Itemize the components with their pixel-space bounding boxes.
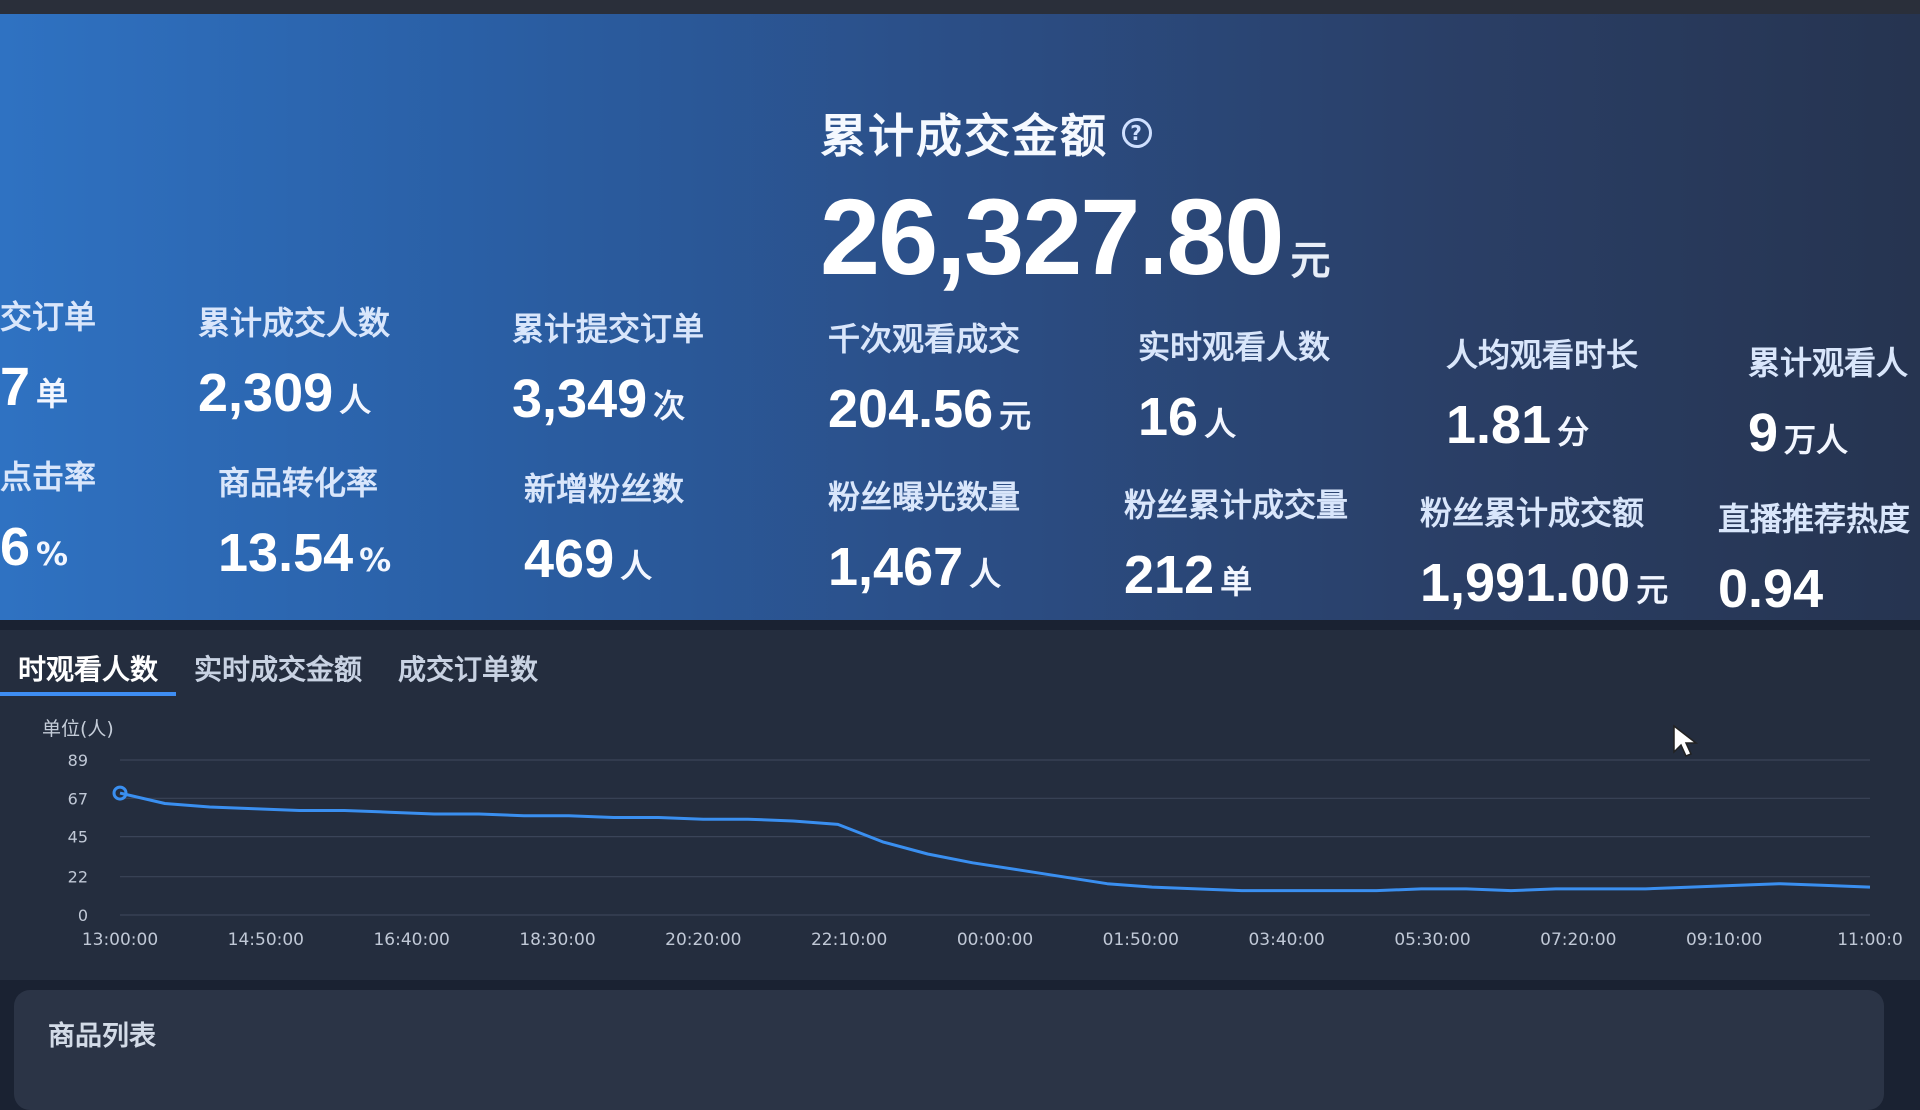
x-tick-label: 13:00:00 [82,930,158,950]
total-gmv-unit: 元 [1290,238,1331,284]
metric-label: 直播推荐热度 [1718,500,1911,538]
tab-live-viewers[interactable]: 时观看人数 [0,640,177,696]
metric-value: 1.81 [1446,395,1552,455]
metric-recommend-heat: 直播推荐热度 0.94 [1718,494,1920,620]
metric-total-viewers: 累计观看人 9 万人 [1748,338,1920,464]
metric-label: 千次观看成交 [828,320,1021,358]
y-tick-label: 67 [68,789,88,808]
x-tick-label: 22:10:00 [811,930,887,950]
metric-value: 0.94 [1718,559,1824,619]
x-tick-label: 00:00:00 [957,930,1033,950]
metric-value: 2,309 [198,363,334,423]
metric-unit: 万人 [1784,421,1849,459]
y-tick-label: 0 [78,906,88,925]
metric-label: 累计观看人 [1748,344,1909,382]
help-icon[interactable]: ? [1122,118,1152,148]
x-tick-label: 07:20:00 [1540,930,1616,950]
x-tick-label: 14:50:00 [228,930,304,950]
x-tick-label: 05:30:00 [1394,930,1470,950]
metric-new-fans: 新增粉丝数 469 人 [524,464,784,590]
x-tick-label: 01:50:00 [1103,930,1179,950]
series-start-point [112,785,128,801]
product-list-title: 商品列表 [48,1021,156,1052]
total-gmv-label: 累计成交金额 [820,109,1108,163]
metric-label: 粉丝曝光数量 [828,478,1021,516]
metric-value: 469 [524,529,615,589]
metric-label: 累计成交人数 [198,304,391,342]
metric-conversion-rate: 商品转化率 13.54% [218,458,478,584]
metric-unit: 人 [1204,405,1237,443]
y-tick-label: 89 [68,751,88,770]
metric-unit: 人 [969,555,1002,593]
metric-label: 商品转化率 [218,464,379,502]
metric-value: 16 [1138,387,1199,447]
metric-unit: 单 [36,375,69,413]
metric-ctr: 点击率 6% [0,452,260,578]
metric-label: 累计提交订单 [512,310,705,348]
metric-unit: 人 [620,547,653,585]
x-tick-label: 09:10:00 [1686,930,1762,950]
trend-panel [0,630,1920,980]
metric-unit: % [359,541,392,579]
x-tick-label: 11:00:0 [1837,930,1903,950]
product-list-panel [14,990,1884,1110]
metric-value: 3,349 [512,369,648,429]
tab-order-count[interactable]: 成交订单数 [398,653,539,686]
chart-unit-label: 单位(人) [42,718,114,740]
metric-value: 212 [1124,545,1215,605]
viewers-series-line [119,791,1871,893]
metric-label: 点击率 [0,458,97,496]
y-tick-label: 45 [68,828,88,847]
metric-value: 6 [0,517,31,577]
total-gmv: 累计成交金额 ? 26,327.80 元 [820,100,1340,299]
x-tick-label: 16:40:00 [373,930,449,950]
metric-unit: 元 [999,397,1032,435]
metric-unit: 人 [339,381,372,419]
x-tick-label: 03:40:00 [1248,930,1324,950]
metric-live-viewers: 实时观看人数 16 人 [1138,322,1398,448]
metric-value: 1,991.00 [1420,553,1631,613]
overview-panel [0,14,1920,620]
total-gmv-value: 26,327.80 [820,176,1284,297]
metric-label: 实时观看人数 [1138,328,1331,366]
metric-value: 1,467 [828,537,964,597]
metric-unit: 分 [1557,413,1590,451]
top-bar [0,0,1920,14]
viewers-line-chart: 0 22 45 67 89 13:00:00 14:50:00 16:40:00 18:30:0… [68,751,1903,950]
metric-unit: 单 [1220,563,1253,601]
mouse-cursor-icon [1673,724,1698,757]
metric-label: 粉丝累计成交量 [1124,486,1349,524]
metric-label: 新增粉丝数 [524,470,685,508]
metric-gpm: 千次观看成交 204.56 元 [828,314,1088,440]
metric-buyers: 累计成交人数 2,309 人 [198,298,458,424]
metric-value: 13.54 [218,523,354,583]
metric-unit: 次 [653,387,686,425]
metric-label: 粉丝累计成交额 [1420,494,1645,532]
x-tick-label: 18:30:00 [519,930,595,950]
y-tick-label: 22 [68,868,88,887]
metric-value: 9 [1748,403,1779,463]
metric-value: 7 [0,357,31,417]
metric-unit: 元 [1636,571,1669,609]
metric-value: 204.56 [828,379,994,439]
metric-label: 人均观看时长 [1446,336,1639,374]
x-tick-label: 20:20:00 [665,930,741,950]
metric-submitted-orders: 累计提交订单 3,349 次 [512,304,772,430]
metric-unit: % [36,535,69,573]
metric-label: 交订单 [0,298,97,336]
chart-tabs: 时观看人数 实时成交金额 成交订单数 [0,640,556,696]
metric-fan-exposure: 粉丝曝光数量 1,467 人 [828,472,1088,598]
tab-live-gmv[interactable]: 实时成交金额 [194,653,363,686]
metric-avg-watch-time: 人均观看时长 1.81 分 [1446,330,1706,456]
metric-fan-orders: 粉丝累计成交量 212 单 [1124,480,1384,606]
metric-fan-gmv: 粉丝累计成交额 1,991.00 元 [1420,488,1680,614]
